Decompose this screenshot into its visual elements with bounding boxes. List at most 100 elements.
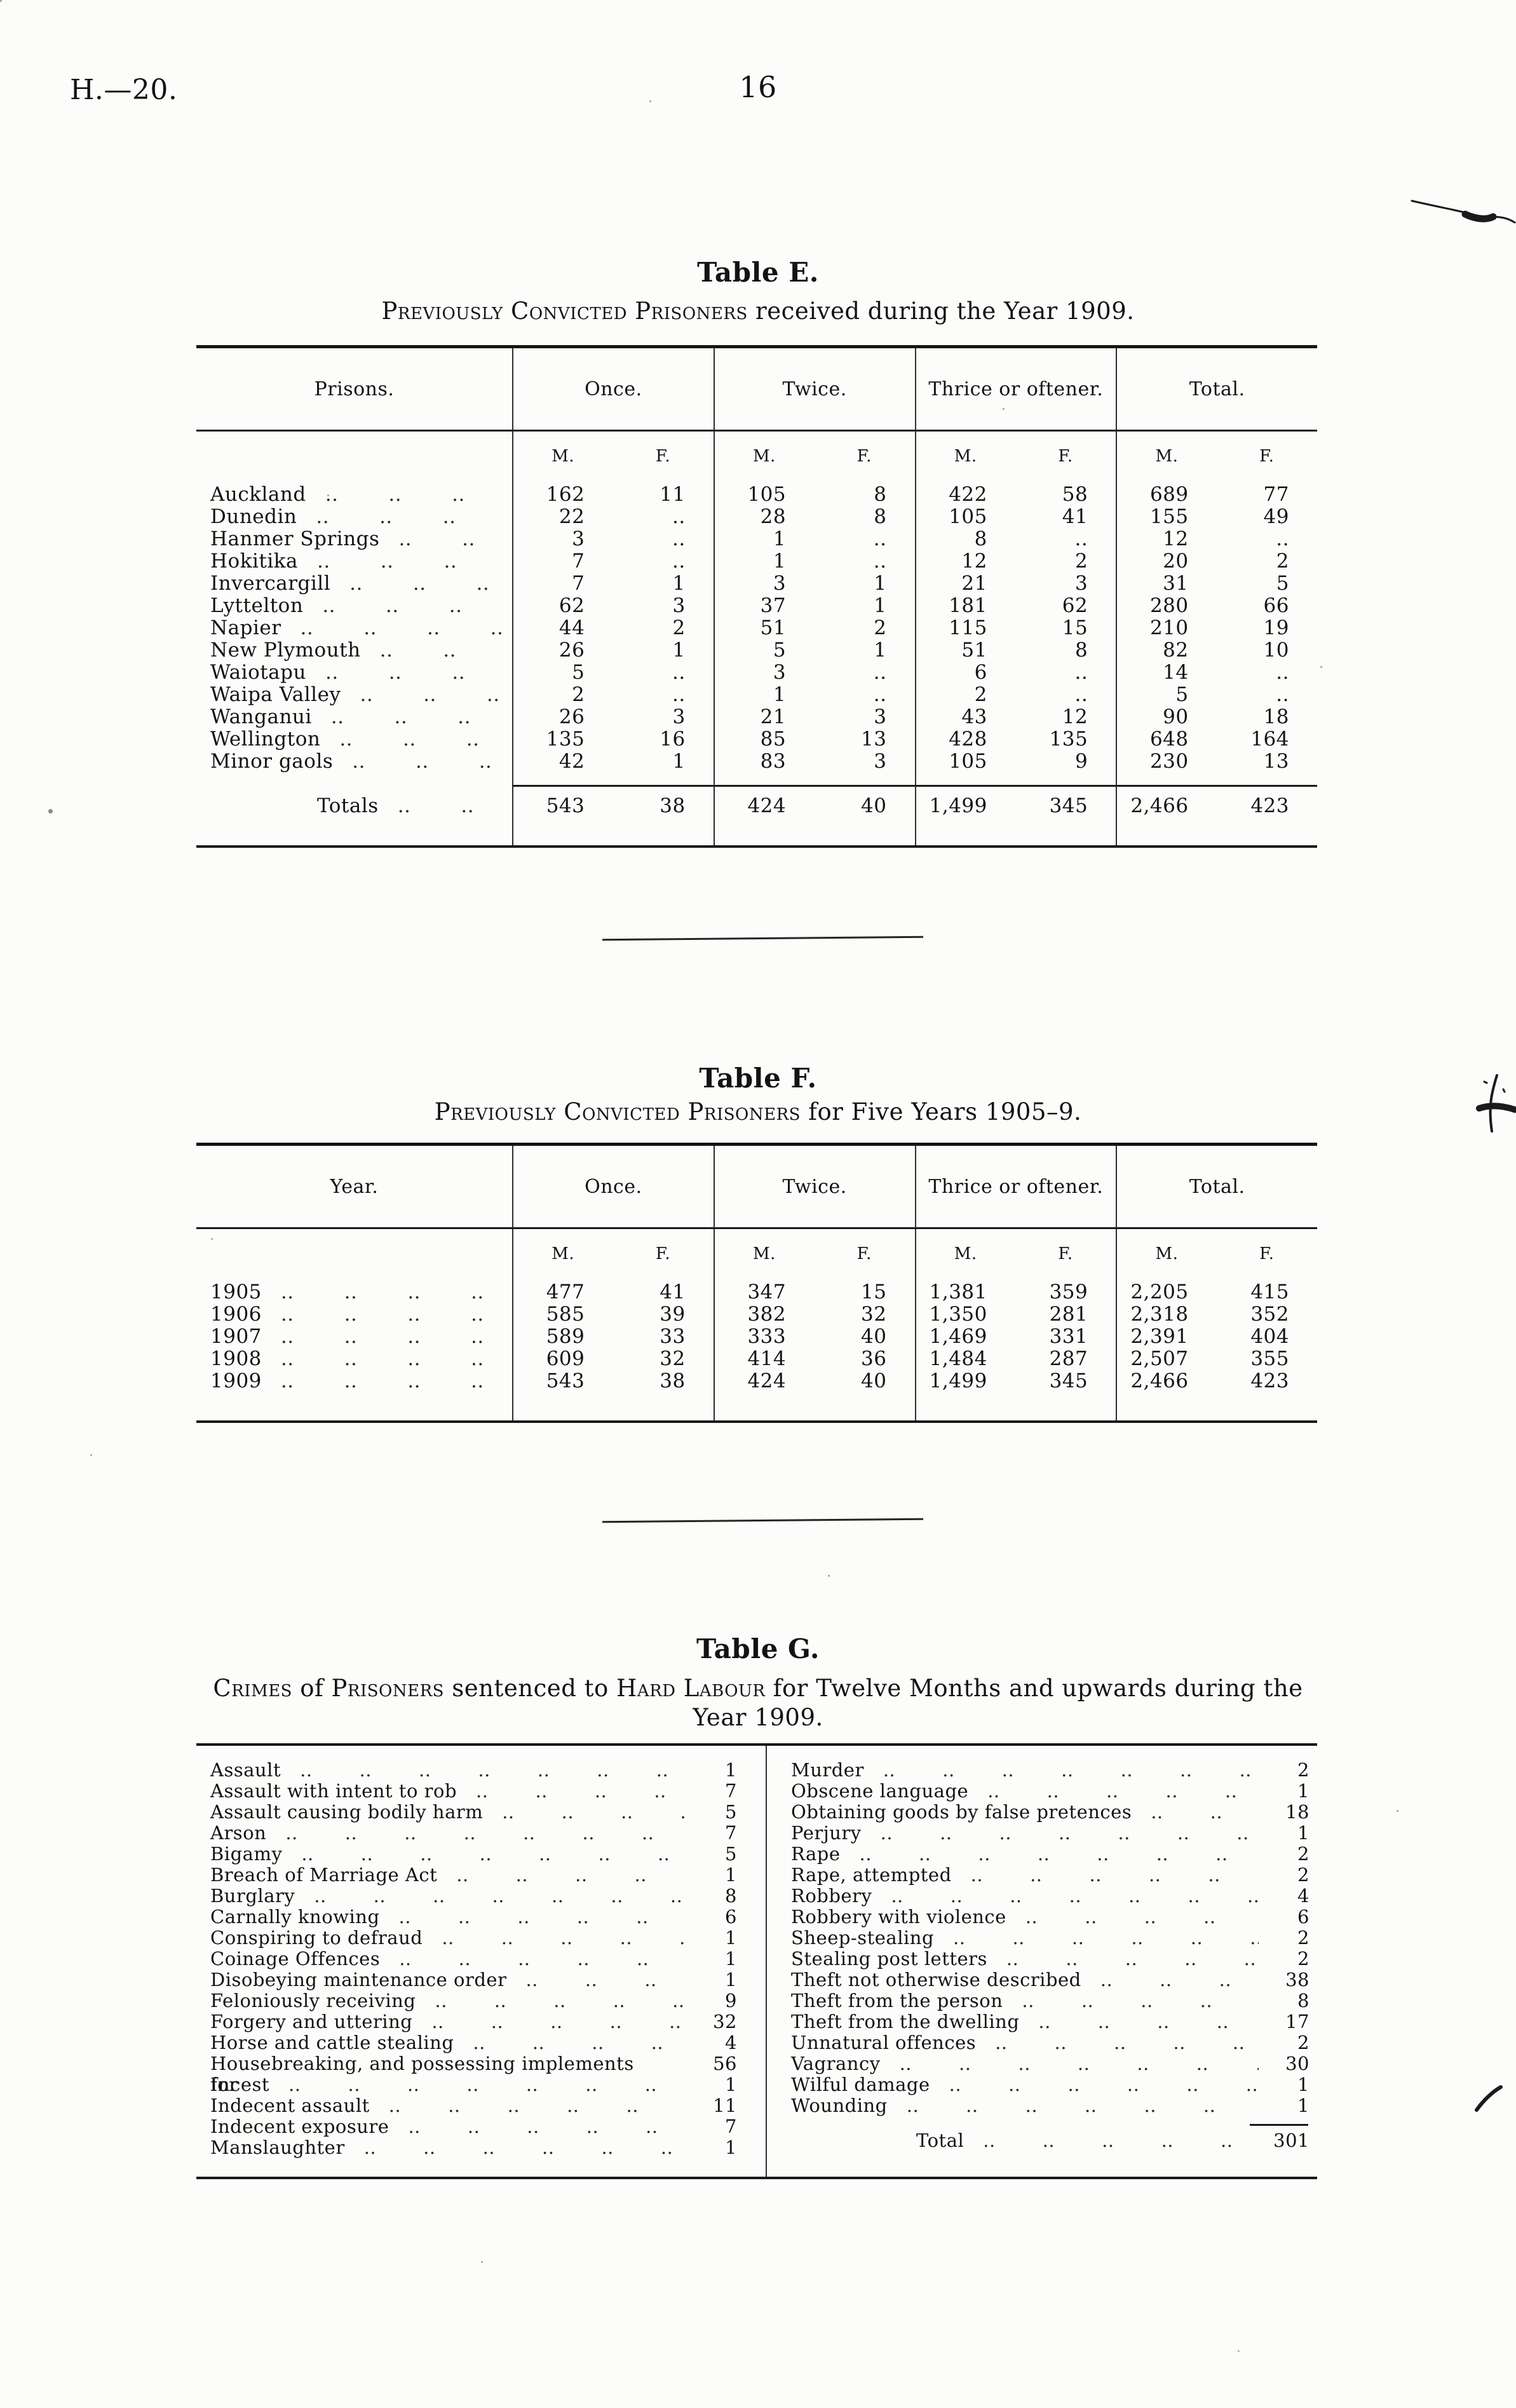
row-label-cell: Waipa Valley	[196, 684, 512, 706]
dot-leader	[389, 2095, 686, 2116]
crime-count: 6	[725, 1906, 737, 1928]
table-g-subtitle-line1: Crimes of Prisoners sentenced to Hard La…	[0, 1674, 1516, 1703]
subtitle-text: of	[292, 1675, 332, 1702]
row-label: Wellington	[210, 728, 321, 751]
dot-leader	[322, 595, 502, 617]
row-label-cell: 1906	[196, 1303, 512, 1326]
cell-value: 424	[713, 1370, 814, 1392]
subtitle-text: sentenced to	[444, 1675, 617, 1702]
row-label: New Plymouth	[210, 639, 361, 662]
cell-value: 477	[512, 1281, 612, 1303]
crime-label: Robbery	[791, 1885, 872, 1907]
crime-count: 1	[725, 1759, 737, 1781]
crime-count: 32	[713, 2011, 737, 2032]
table-f-title: Table F.	[699, 1063, 817, 1094]
subheader-m: M.	[914, 1229, 1015, 1281]
rule	[814, 773, 915, 787]
row-label-cell: 1908	[196, 1348, 512, 1370]
crime-count: 38	[1285, 1969, 1310, 1990]
dot-leader	[1151, 1802, 1259, 1823]
cell-value: 5	[713, 639, 814, 662]
cell-value: 14	[1116, 662, 1216, 684]
table-e-body: M. F. M. F. M. F. M. F. Auckland 162 11 …	[196, 432, 1317, 845]
table-e-subtitle-rest: received during the Year 1909.	[747, 297, 1135, 325]
crime-count: 1	[1297, 1780, 1310, 1802]
cell-value: 105	[713, 484, 814, 506]
cell-value: 1,469	[914, 1326, 1015, 1348]
total-rule	[1250, 2124, 1308, 2126]
cell-value: 428	[914, 728, 1015, 751]
dot-leader	[300, 1760, 686, 1781]
row-label: Hanmer Springs	[210, 528, 380, 550]
dot-leader	[281, 1348, 502, 1370]
crime-count: 2	[1297, 1759, 1310, 1781]
cell-value: 3	[672, 705, 686, 728]
total-label: Total	[916, 2130, 964, 2151]
crime-row: Theft from the dwelling 17	[767, 2011, 1317, 2032]
cell-value: 331	[1049, 1325, 1088, 1348]
row-label: Lyttelton	[210, 595, 304, 617]
dot-leader	[360, 684, 502, 706]
crime-row: Rape 2	[767, 1844, 1317, 1865]
cell-value: ..	[1276, 527, 1289, 550]
crime-count: 1	[725, 1864, 737, 1886]
row-label: 1906	[210, 1303, 262, 1326]
rule	[612, 773, 714, 787]
cell-value: 115	[914, 617, 1015, 639]
crime-label: Perjury	[791, 1822, 862, 1844]
crime-count: 5	[725, 1843, 737, 1865]
cell-value: 648	[1116, 728, 1216, 751]
cell-value: 9	[1075, 750, 1088, 773]
dot-leader	[339, 728, 502, 751]
dot-leader	[352, 751, 502, 773]
crime-label: Assault	[210, 1759, 281, 1781]
rule	[1015, 773, 1116, 787]
row-label-cell: Hanmer Springs	[196, 528, 512, 550]
crime-label: Assault with intent to rob	[210, 1780, 457, 1802]
dot-leader	[1025, 1907, 1259, 1928]
crime-label: Indecent assault	[210, 2095, 370, 2116]
crime-row: Assault with intent to rob 7	[196, 1781, 766, 1802]
cell-value: ..	[873, 661, 887, 684]
crime-label: Theft not otherwise described	[791, 1969, 1081, 1990]
table-g: Assault 1 Assault with intent to rob 7 A…	[196, 1743, 1317, 2179]
table-g-title: Table G.	[696, 1633, 820, 1664]
cell-value: 415	[1250, 1281, 1289, 1303]
dot-leader	[987, 1781, 1259, 1802]
column-header-prisons: Prisons.	[314, 378, 395, 400]
crime-count: 7	[725, 2116, 737, 2137]
cell-value: ..	[873, 683, 887, 706]
crime-row: Wounding 1	[767, 2095, 1317, 2116]
crime-count: 1	[725, 2074, 737, 2095]
crime-row: Vagrancy 30	[767, 2053, 1317, 2074]
row-label-cell: 1907	[196, 1326, 512, 1348]
cell-value: 1	[713, 684, 814, 706]
dot-leader	[349, 573, 502, 595]
crime-row: Obscene language 1	[767, 1781, 1317, 1802]
cell-value: ..	[672, 550, 686, 573]
cell-value: 2	[1276, 550, 1289, 573]
cell-value: ..	[672, 683, 686, 706]
scan-speckles	[0, 0, 2, 2]
cell-value: 83	[713, 751, 814, 773]
totals-label: Totals	[317, 794, 379, 817]
cell-value: 58	[1062, 483, 1088, 506]
cell-value: ..	[1074, 661, 1088, 684]
cell-value: 382	[713, 1303, 814, 1326]
subheader-f: F.	[655, 447, 671, 466]
crime-row: Rape, attempted 2	[767, 1865, 1317, 1886]
row-label-cell: New Plymouth	[196, 639, 512, 662]
dot-leader	[949, 2074, 1259, 2095]
cell-value: 5	[1116, 684, 1216, 706]
crime-count: 1	[725, 2137, 737, 2158]
cell-value: 26	[512, 706, 612, 728]
dot-leader	[325, 484, 502, 506]
crime-count: 30	[1285, 2053, 1310, 2074]
crime-row: Indecent assault 11	[196, 2095, 766, 2116]
cell-value: 19	[1263, 616, 1289, 639]
cell-value: 1	[672, 572, 686, 595]
crime-label: Coinage Offences	[210, 1948, 381, 1969]
cell-value: 42	[512, 751, 612, 773]
cell-value: 90	[1116, 706, 1216, 728]
subtitle-smallcaps: Hard Labour	[616, 1675, 766, 1702]
